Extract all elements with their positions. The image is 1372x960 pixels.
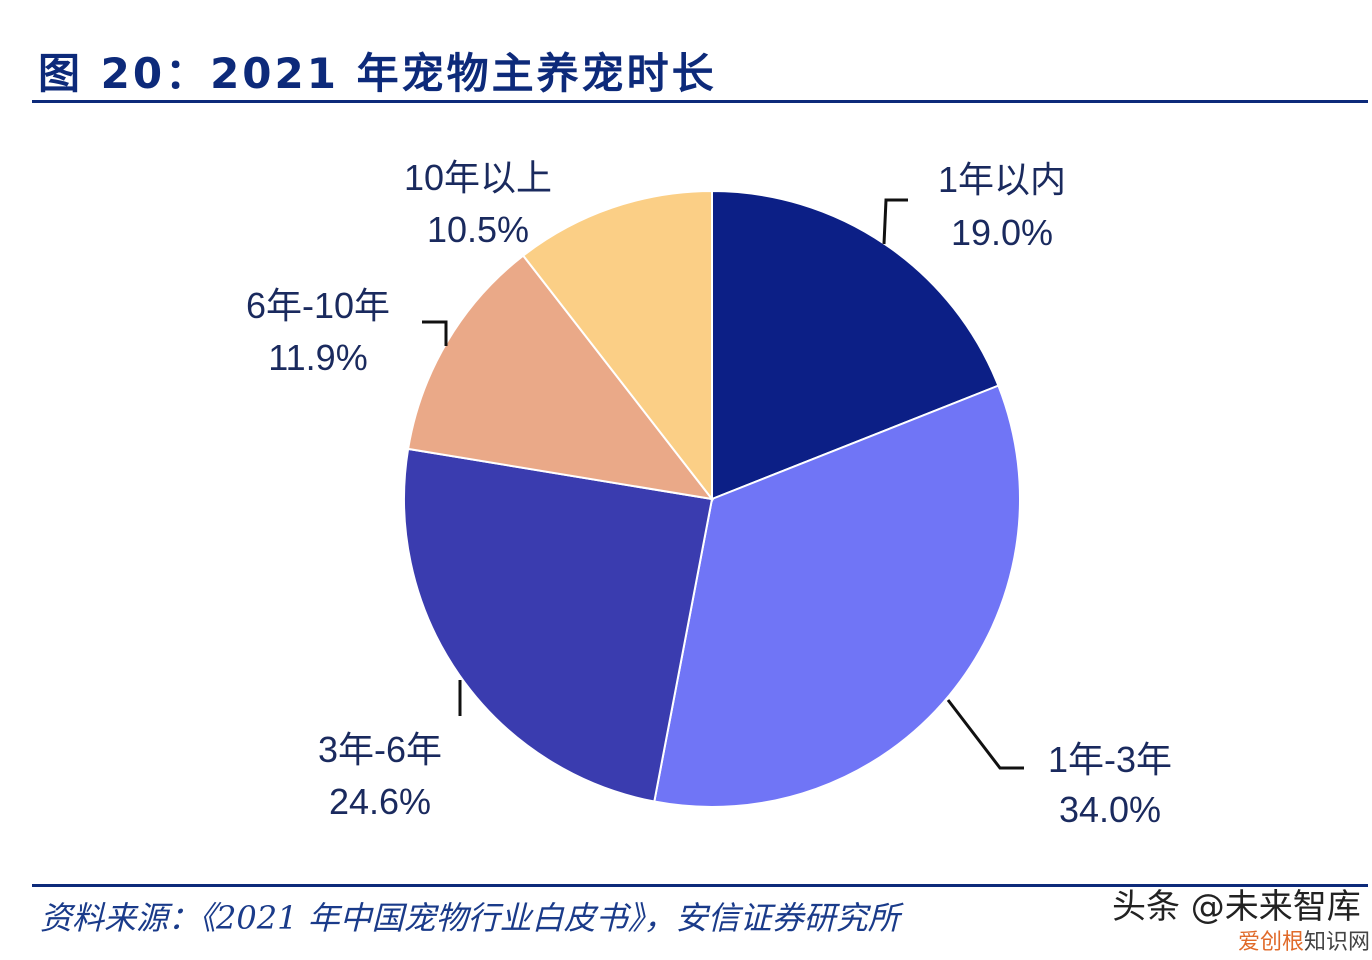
watermark-sub-orange: 爱创根 xyxy=(1238,930,1305,955)
leader-line xyxy=(946,699,1024,770)
pie-slice-3 xyxy=(403,447,714,803)
title-divider xyxy=(32,100,1368,103)
slice-label-name: 3年-6年 xyxy=(318,729,442,770)
source-note: 资料来源：《2021 年中国宠物行业白皮书》，安信证券研究所 xyxy=(40,899,900,937)
watermark: 头条 @未来智库 xyxy=(1112,887,1361,927)
slice-label-name: 10年以上 xyxy=(404,157,552,198)
leader-lines xyxy=(422,198,1024,770)
pie-slice-5 xyxy=(521,189,713,502)
slice-label-name: 1年以内 xyxy=(938,159,1066,200)
slice-label-value: 11.9% xyxy=(268,337,367,378)
watermark-sub-gray: 知识网 xyxy=(1304,930,1371,955)
slice-label-value: 19.0% xyxy=(951,212,1053,253)
slice-label-name: 6年-10年 xyxy=(246,285,390,326)
source-divider xyxy=(32,884,1368,887)
watermark-sub: 爱创根知识网 xyxy=(1238,932,1370,954)
slice-label-value: 34.0% xyxy=(1059,789,1161,830)
slice-label-name: 1年-3年 xyxy=(1048,739,1172,780)
leader-line xyxy=(422,320,448,346)
slice-label-value: 24.6% xyxy=(329,781,431,822)
leader-line xyxy=(882,198,908,245)
page-title: 图 20：2021 年宠物主养宠时长 xyxy=(38,49,717,98)
pie-slice-1 xyxy=(711,189,1000,501)
slice-label-value: 10.5% xyxy=(427,209,529,250)
pie-slice-2 xyxy=(653,384,1021,808)
